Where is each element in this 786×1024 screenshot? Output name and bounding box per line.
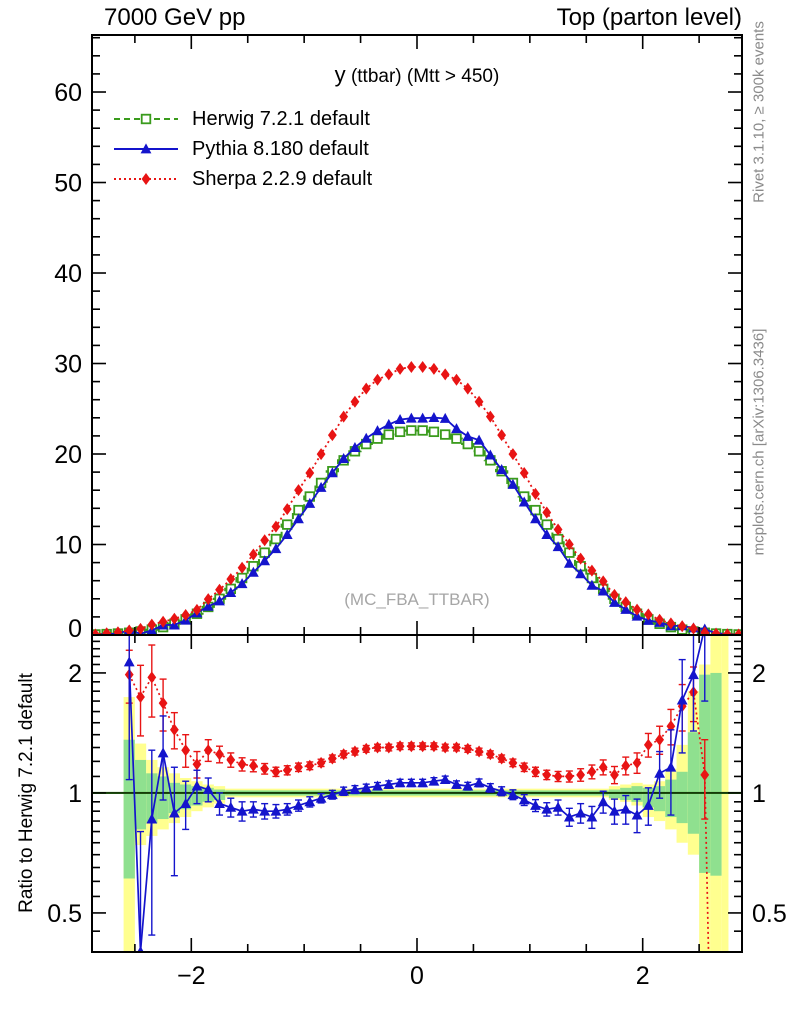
ratio-axis-label: Ratio to Herwig 7.2.1 default xyxy=(16,673,37,913)
main-ytick-label: 30 xyxy=(54,351,82,379)
mcplots-arxiv-note: mcplots.cern.ch [arXiv:1306.3436] xyxy=(750,328,768,556)
rivet-version-note: Rivet 3.1.10, ≥ 300k events xyxy=(750,21,768,203)
legend-label-pythia: Pythia 8.180 default xyxy=(192,137,369,160)
ratio-panel-series xyxy=(123,635,710,952)
xtick-label: 2 xyxy=(636,962,650,990)
band-green xyxy=(123,739,135,879)
ratio-ytick-label-left: 0.5 xyxy=(47,900,82,928)
legend-label-herwig: Herwig 7.2.1 default xyxy=(192,107,370,130)
legend-label-sherpa: Sherpa 2.2.9 default xyxy=(192,167,373,190)
plot-title-observable: y xyxy=(334,62,346,87)
beam-energy-label: 7000 GeV pp xyxy=(104,4,246,31)
main-markers xyxy=(92,361,742,635)
herwig-legend-marker-icon xyxy=(114,113,178,125)
main-ytick-label: 50 xyxy=(54,170,82,198)
legend: Herwig 7.2.1 default Pythia 8.180 defaul… xyxy=(112,104,372,194)
watermark: (MC_FBA_TTBAR) xyxy=(344,590,490,609)
main-ytick-label: 60 xyxy=(54,79,82,107)
main-ytick-label: 40 xyxy=(54,260,82,288)
ratio-ytick-label-right: 0.5 xyxy=(752,900,786,928)
band-green xyxy=(710,672,722,876)
ratio-error-bars xyxy=(125,635,709,952)
main-ytick-label: 20 xyxy=(54,441,82,469)
main-panel-series xyxy=(92,361,742,635)
main-ytick-label: 0 xyxy=(68,615,82,643)
band-green xyxy=(687,732,700,834)
plot-title-cut: (ttbar) (Mtt > 450) xyxy=(350,66,500,87)
band-yellow xyxy=(721,635,729,952)
axis-tick-labels: 0 10 20 30 40 50 60 0.5 0.5 1 1 2 2 −2 0 2 xyxy=(47,79,786,990)
ratio-markers xyxy=(123,656,699,952)
ratio-markers xyxy=(124,668,710,783)
main-ytick-label: 10 xyxy=(54,532,82,560)
axis-ticks xyxy=(92,35,742,952)
xtick-label: −2 xyxy=(177,962,206,990)
legend-item-sherpa: Sherpa 2.2.9 default xyxy=(112,164,372,194)
legend-item-pythia: Pythia 8.180 default xyxy=(112,134,372,164)
band-green xyxy=(676,771,688,824)
band-green xyxy=(134,759,147,830)
analysis-level-label: Top (parton level) xyxy=(556,4,742,31)
ratio-ytick-label-right: 1 xyxy=(752,780,766,808)
pythia-ratio-line xyxy=(128,635,704,952)
ratio-ytick-label-right: 2 xyxy=(752,660,766,688)
ratio-ytick-label-left: 2 xyxy=(68,660,82,688)
legend-item-herwig: Herwig 7.2.1 default xyxy=(112,104,372,134)
plot-title: y (ttbar) (Mtt > 450) xyxy=(92,62,742,88)
ratio-ytick-label-left: 1 xyxy=(68,780,82,808)
sherpa-legend-marker-icon xyxy=(114,173,178,185)
xtick-label: 0 xyxy=(410,962,424,990)
pythia-legend-marker-icon xyxy=(114,143,178,154)
